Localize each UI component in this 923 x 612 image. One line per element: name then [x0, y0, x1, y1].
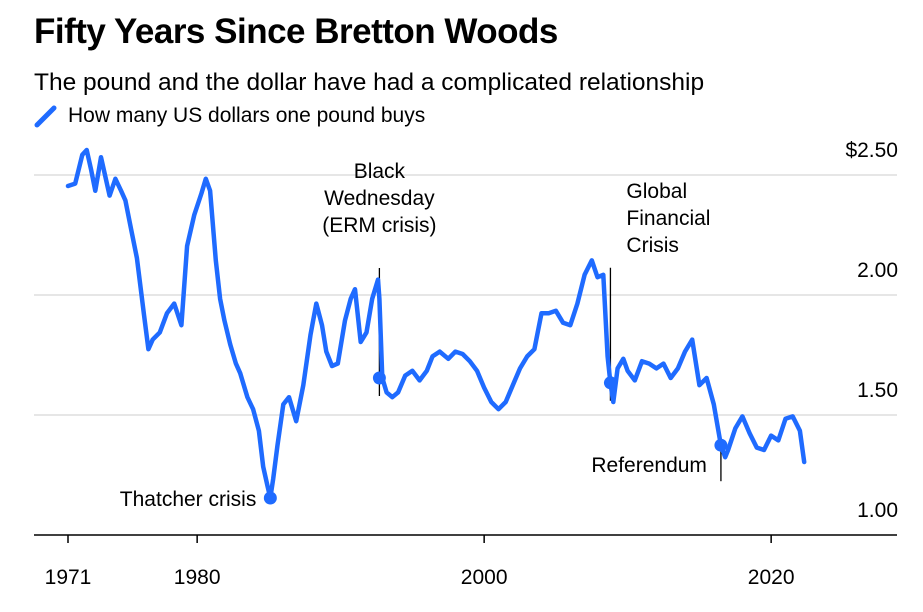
legend: How many US dollars one pound buys: [34, 104, 425, 128]
annotation-label: Crisis: [626, 234, 679, 257]
chart-subtitle: The pound and the dollar have had a comp…: [34, 69, 705, 96]
annotation-marker: [714, 438, 728, 452]
grid-layer: [34, 174, 897, 416]
chart-title: Fifty Years Since Bretton Woods: [34, 12, 558, 51]
annotation-label: Financial: [626, 207, 710, 230]
annotation-label: Thatcher crisis: [120, 488, 257, 511]
y-tick-label: 2.00: [857, 259, 898, 282]
legend-swatch: [34, 105, 57, 128]
annotation-marker: [372, 371, 386, 385]
x-tick-label: 1971: [45, 566, 92, 589]
annotations: Thatcher crisis Black Wednesday (ERM crisis…: [120, 160, 728, 511]
x-axis-ticks: 1971 1980 2000 2020: [45, 535, 795, 589]
legend-swatch-line: [34, 105, 57, 128]
y-tick-label: 1.00: [857, 499, 898, 522]
annotation-label: Global: [626, 180, 687, 203]
series-line-gbp-usd: [65, 147, 807, 501]
annotation-label: (ERM crisis): [322, 214, 436, 237]
annotation-label: Referendum: [591, 454, 707, 477]
annotation-label: Wednesday: [324, 187, 435, 210]
annotation-marker: [603, 376, 617, 390]
legend-label: How many US dollars one pound buys: [68, 104, 426, 127]
annotation-marker: [263, 491, 277, 505]
y-tick-label: $2.50: [845, 139, 898, 162]
y-axis-ticks: $2.50 2.00 1.50 1.00: [845, 139, 898, 522]
x-tick-label: 1980: [174, 566, 221, 589]
y-tick-label: 1.50: [857, 379, 898, 402]
x-tick-label: 2000: [461, 566, 508, 589]
annotation-label: Black: [354, 160, 406, 183]
x-tick-label: 2020: [748, 566, 795, 589]
